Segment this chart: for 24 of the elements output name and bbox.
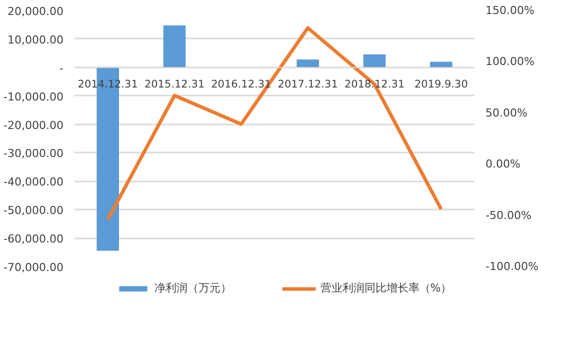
y-tick-label: -70,000.00 xyxy=(4,261,64,274)
y-tick-label: -20,000.00 xyxy=(4,118,64,132)
y-tick-label: -60,000.00 xyxy=(4,232,64,246)
legend-label: 营业利润同比增长率（%） xyxy=(320,280,452,296)
y-tick-label: -40,000.00 xyxy=(4,176,64,189)
y2-tick-label: 50.00% xyxy=(486,106,528,120)
y2-tick-label: -50.00% xyxy=(486,208,532,222)
bar xyxy=(296,59,319,68)
y-tick-label: -10,000.00 xyxy=(4,90,64,104)
x-tick-label: 2019.9.30 xyxy=(414,78,468,90)
y-tick-label: 20,000.00 xyxy=(8,5,64,18)
legend-label: 净利润（万元） xyxy=(154,280,232,296)
y2-tick-label: 150.00% xyxy=(486,4,534,17)
y2-tick-label: 0.00% xyxy=(486,158,520,171)
x-tick-label: 2017.12.31 xyxy=(278,78,338,90)
y-tick-label: 10,000.00 xyxy=(8,33,64,46)
bar xyxy=(163,25,186,68)
y-tick-label: -50,000.00 xyxy=(4,204,64,218)
y-tick-label: -30,000.00 xyxy=(4,147,64,160)
y2-tick-label: -100.00% xyxy=(486,260,538,273)
y2-tick-label: 100.00% xyxy=(486,55,534,68)
bar xyxy=(363,54,386,68)
y-tick-label: - xyxy=(60,62,64,75)
x-tick-label: 2015.12.31 xyxy=(144,78,205,90)
